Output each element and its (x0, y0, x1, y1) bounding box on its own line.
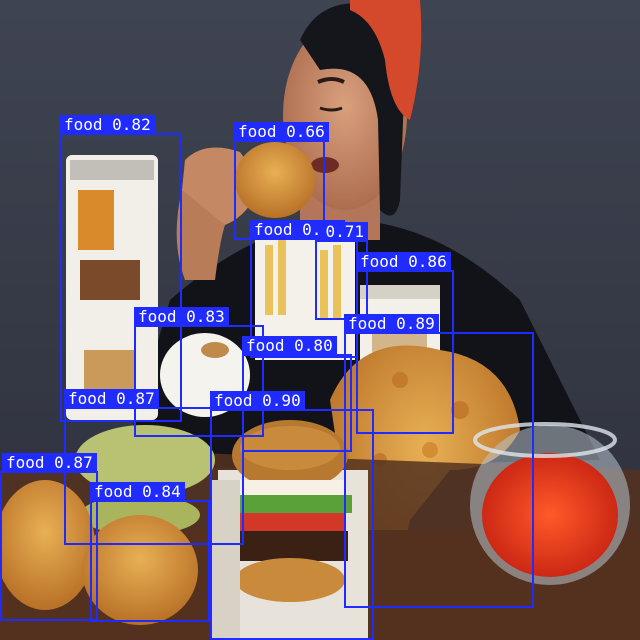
detection-label: food 0.84 (90, 482, 185, 502)
detection-box: 0.71 (315, 222, 368, 320)
detection-label: food 0.80 (242, 336, 337, 356)
detection-box: food 0.80 (242, 336, 352, 452)
detection-label: food 0.66 (234, 122, 329, 142)
detection-box: food 0.90 (210, 391, 374, 640)
pickle-slices (75, 425, 215, 495)
detection-label: food 0.86 (356, 252, 451, 272)
person-hair (300, 3, 406, 216)
detection-label: food 0.87 (2, 453, 97, 473)
detection-label: food 0.82 (60, 115, 155, 135)
fried-piece-center (82, 515, 198, 625)
detection-box: food 0.87 (64, 389, 244, 545)
detection-label: food 0.83 (134, 307, 229, 327)
detection-box: food 0.84 (90, 482, 210, 622)
detection-box: food 0.78 (250, 220, 358, 358)
detection-label: food 0.90 (210, 391, 305, 411)
detection-label: food 0.78 (250, 220, 345, 240)
detection-label: food 0.87 (64, 389, 159, 409)
detection-label: food 0.89 (344, 314, 439, 334)
detection-box: food 0.86 (356, 252, 454, 434)
person-cap (350, 0, 422, 120)
held-chicken (235, 142, 315, 218)
detection-box: food 0.89 (344, 314, 534, 608)
detection-box: food 0.87 (0, 453, 98, 621)
detection-box: food 0.82 (60, 115, 182, 422)
detection-label: 0.71 (321, 222, 368, 242)
fried-piece-left (0, 480, 95, 610)
detection-box: food 0.83 (134, 307, 264, 437)
